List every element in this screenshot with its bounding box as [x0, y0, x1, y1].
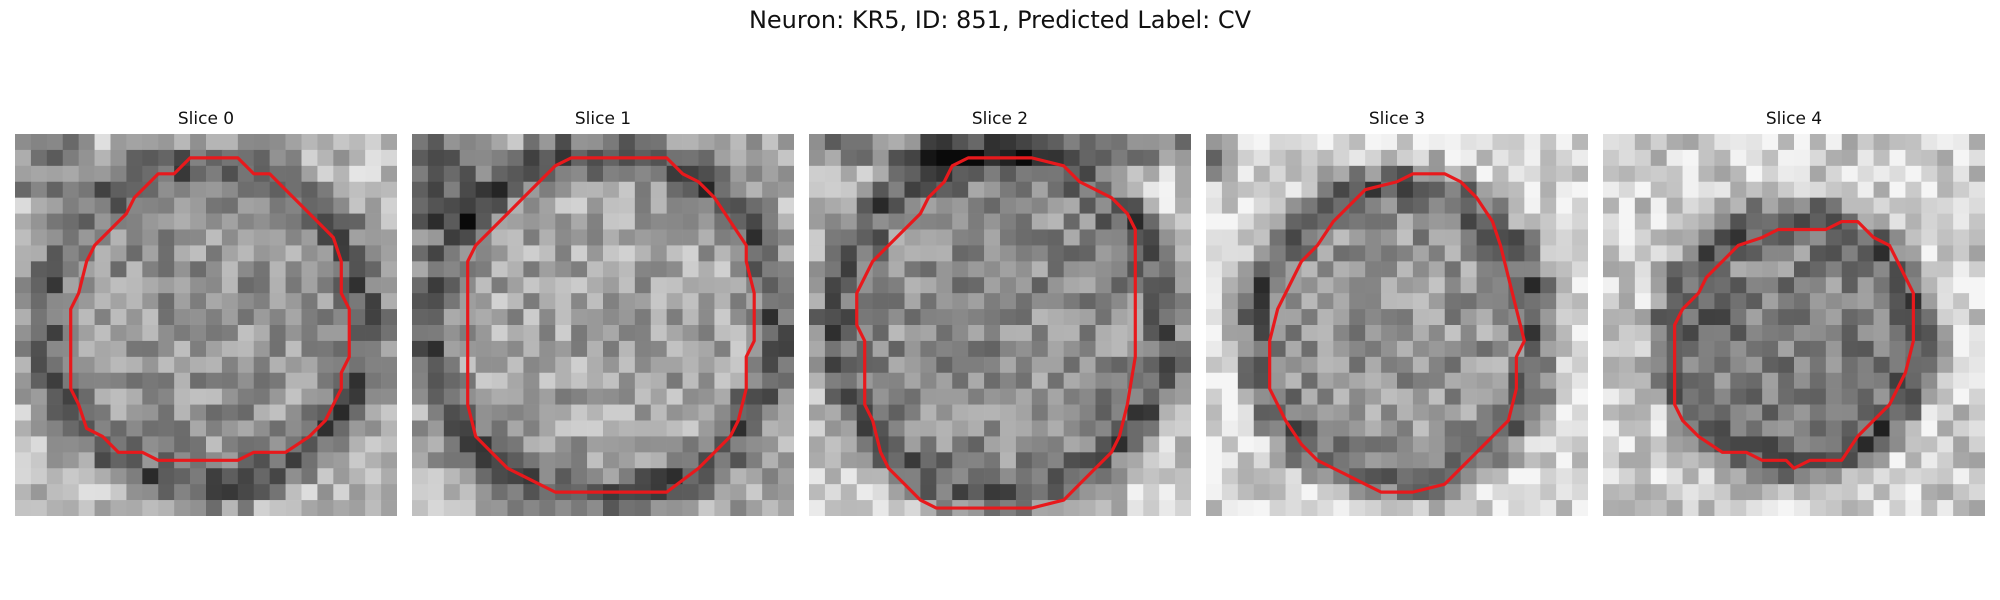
- slice-title: Slice 4: [1765, 109, 1823, 129]
- micrograph-pixels: [1603, 134, 1985, 516]
- segmentation-contour: [69, 156, 351, 462]
- slice-image: [15, 134, 397, 516]
- micrograph-pixels: [809, 134, 1191, 516]
- slice-title: Slice 2: [971, 109, 1029, 129]
- slice-image: [1206, 134, 1588, 516]
- segmentation-contour: [1673, 219, 1915, 470]
- slice-image: [1603, 134, 1985, 516]
- slice-title: Slice 3: [1368, 109, 1426, 129]
- slice-panel-3: Slice 3: [1206, 108, 1588, 516]
- segmentation-contour: [466, 156, 756, 494]
- slice-image: [809, 134, 1191, 516]
- micrograph-pixels: [1206, 134, 1588, 516]
- segmentation-contour: [1268, 172, 1526, 494]
- figure-title: Neuron: KR5, ID: 851, Predicted Label: C…: [748, 6, 1252, 34]
- micrograph-pixels: [15, 134, 397, 516]
- slice-panel-0: Slice 0: [15, 108, 397, 516]
- slice-panel-2: Slice 2: [809, 108, 1191, 516]
- slice-title: Slice 1: [574, 109, 632, 129]
- slice-panel-4: Slice 4: [1603, 108, 1985, 516]
- micrograph-pixels: [412, 134, 794, 516]
- segmentation-contour: [855, 156, 1137, 510]
- slice-panel-1: Slice 1: [412, 108, 794, 516]
- slice-image: [412, 134, 794, 516]
- slice-title: Slice 0: [177, 109, 235, 129]
